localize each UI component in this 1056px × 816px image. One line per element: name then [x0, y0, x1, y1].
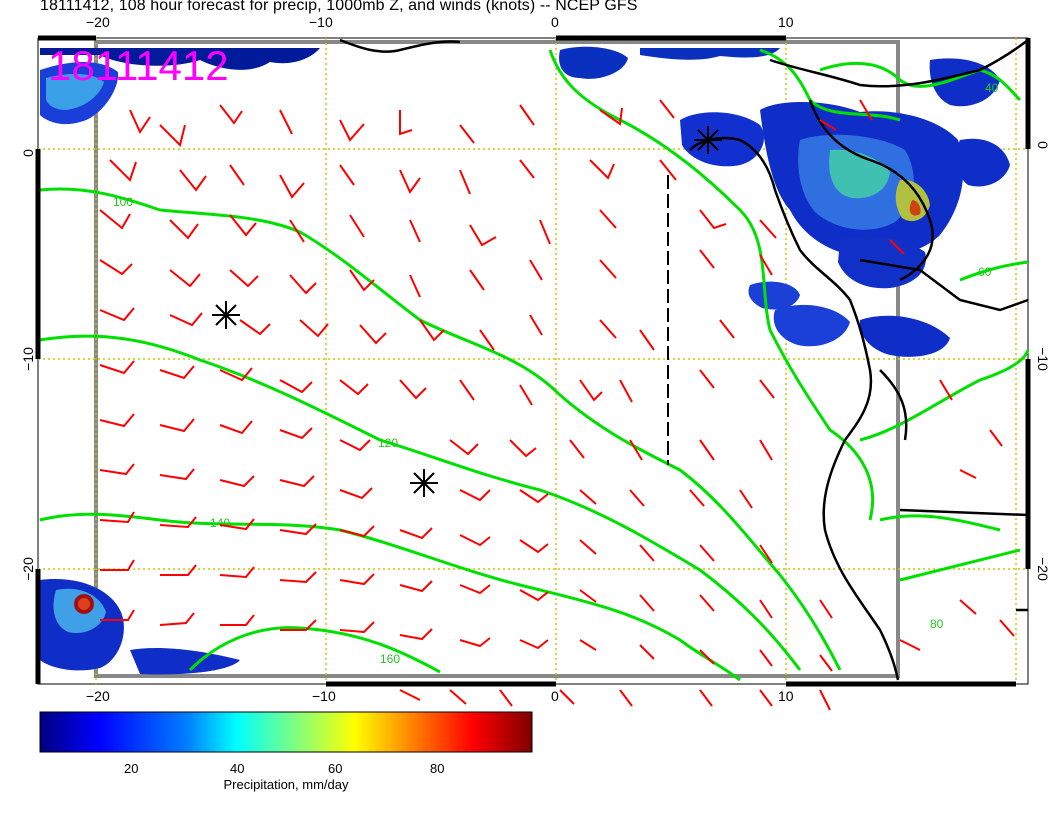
contour-labels: 100 120 140 160 40 60 80 [113, 81, 999, 666]
lon-ticks-bottom: −20 −10 0 10 [86, 688, 794, 704]
lat-tick: 0 [20, 149, 36, 157]
precip-colorbar [39, 711, 533, 753]
date-stamp: 18111412 [48, 42, 229, 89]
contour-label: 100 [113, 195, 133, 209]
wind-barbs [99, 99, 1015, 711]
lon-tick: 10 [778, 14, 794, 30]
lon-tick: 0 [551, 14, 559, 30]
lat-tick: −10 [1035, 347, 1051, 371]
chart-title: 18111412, 108 hour forecast for precip, … [40, 0, 638, 14]
asterisk-marker [410, 469, 438, 497]
colorbar-label: Precipitation, mm/day [224, 777, 349, 792]
coastline [339, 38, 1029, 681]
asterisk-marker [694, 126, 722, 154]
precip-field [40, 46, 1010, 675]
lon-tick: −10 [312, 688, 336, 704]
contour-label: 160 [380, 652, 400, 666]
contour-label: 40 [985, 81, 999, 95]
lon-tick: −10 [309, 14, 333, 30]
lat-tick: −10 [20, 347, 36, 371]
contour-label: 80 [930, 617, 944, 631]
lat-tick: 0 [1035, 141, 1051, 149]
lon-tick: 10 [778, 688, 794, 704]
lat-ticks-right: 0 −10 −20 [1035, 141, 1051, 581]
contour-label: 140 [210, 516, 230, 530]
colorbar-tick: 60 [328, 761, 342, 776]
lat-tick: −20 [1035, 557, 1051, 581]
storm-markers [212, 126, 722, 497]
lon-tick: 0 [551, 688, 559, 704]
contour-label: 120 [378, 436, 398, 450]
lon-tick: −20 [86, 14, 110, 30]
colorbar-tick: 20 [124, 761, 138, 776]
lat-tick: −20 [20, 557, 36, 581]
colorbar-tick: 80 [430, 761, 444, 776]
edge-bars [35, 35, 1031, 687]
colorbar-ticks: 20 40 60 80 [124, 761, 444, 776]
lon-tick: −20 [86, 688, 110, 704]
lon-ticks-top: −20 −10 0 10 [86, 14, 794, 30]
asterisk-marker [212, 301, 240, 329]
colorbar-tick: 40 [230, 761, 244, 776]
geopotential-contours [39, 48, 1030, 682]
contour-label: 60 [978, 265, 992, 279]
lat-ticks-left: 0 −10 −20 [20, 149, 36, 581]
